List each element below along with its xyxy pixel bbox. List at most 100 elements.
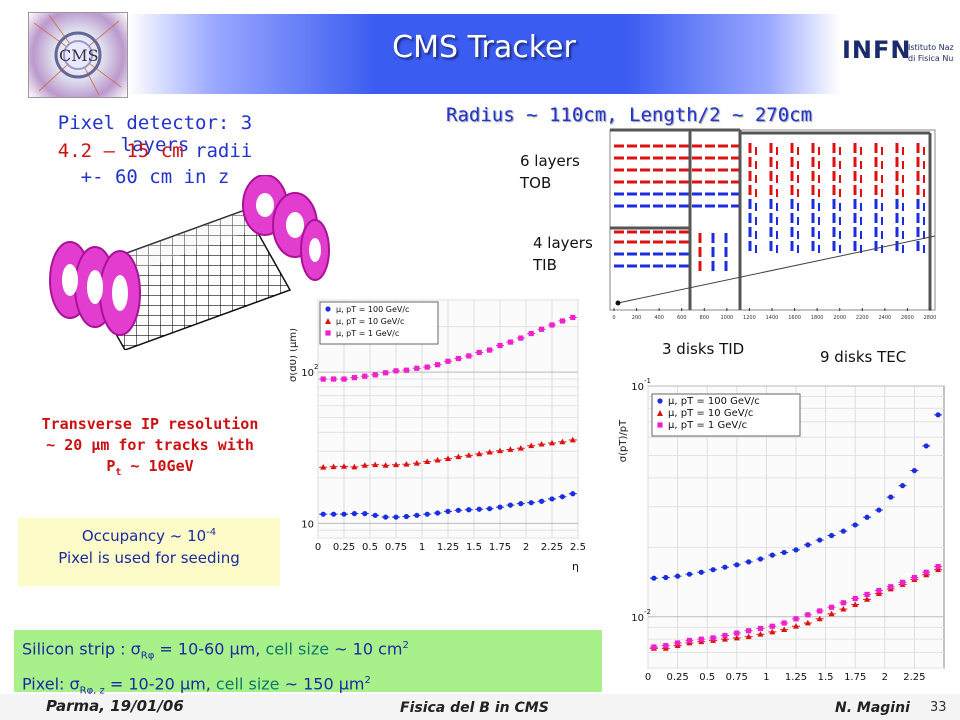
data-point (651, 575, 657, 581)
legend-label: μ, pT = 10 GeV/c (336, 317, 404, 326)
pixel-sigma: σ (69, 673, 80, 693)
y-axis-label: σ(d0) (μm) (290, 328, 299, 382)
data-point (781, 620, 787, 626)
data-point (435, 362, 441, 368)
data-point (455, 453, 462, 460)
x-tick-label: 0 (645, 672, 651, 683)
data-point (331, 511, 337, 517)
data-point (476, 506, 482, 512)
data-point (852, 601, 859, 607)
footer-date: Parma, 19/01/06 (46, 697, 184, 715)
y-tick-exponent: -2 (644, 608, 651, 616)
data-point (840, 528, 846, 534)
strip-cell-size: ~ 10 cm (329, 639, 403, 659)
tracker-tick-label: 2600 (901, 315, 914, 321)
strip-cell-size-label: cell size (265, 639, 330, 659)
data-point (559, 318, 565, 324)
data-point (351, 375, 357, 381)
data-point (517, 445, 524, 451)
data-point (393, 368, 399, 374)
x-axis-label: η (572, 560, 579, 573)
data-point (722, 564, 728, 570)
ip-line-1: Transverse IP resolution (41, 415, 259, 433)
data-point (320, 376, 326, 382)
pixel-label: Pixel: (22, 673, 70, 693)
chart-legend: μ, pT = 100 GeV/c μ, pT = 10 GeV/c μ, pT =… (319, 301, 439, 345)
y-tick-label: 10 (301, 519, 314, 530)
pixel-radii-value: 4.2 – 15 cm (57, 140, 184, 162)
data-point (403, 513, 409, 520)
data-point (383, 370, 389, 376)
data-point (852, 595, 858, 602)
silicon-strip-box: Silicon strip : σRφ = 10-60 μm, cell siz… (14, 630, 602, 696)
tracker-tick-label: 2000 (833, 315, 846, 321)
data-point (781, 549, 787, 556)
page-number: 33 (930, 700, 947, 715)
pixel-detector-drawing (49, 175, 330, 350)
data-point (875, 590, 882, 597)
data-point (435, 510, 441, 516)
cms-logo: CMS (28, 12, 128, 98)
data-point (403, 367, 409, 373)
data-point (341, 376, 347, 382)
y-tick-exponent: -1 (644, 378, 651, 385)
data-point (769, 552, 775, 558)
pixel-cell-size-label: cell size (215, 673, 280, 693)
data-point (864, 591, 870, 598)
data-point (361, 462, 368, 468)
data-point (804, 619, 811, 626)
data-point (710, 635, 716, 641)
tracker-tick-label: 1200 (743, 315, 756, 321)
data-point (455, 507, 461, 513)
cms-logo-text: CMS (59, 46, 99, 65)
y-tick-label: 10 (301, 368, 314, 379)
slide-title: CMS Tracker (392, 30, 576, 65)
pixel-cell-size: ~ 150 μm (279, 673, 365, 693)
data-point (757, 556, 764, 562)
y-tick-label: 10 (631, 613, 644, 624)
data-point (455, 355, 461, 362)
data-point (445, 358, 451, 364)
data-point (341, 463, 347, 469)
legend-label: μ, pT = 10 GeV/c (668, 408, 753, 419)
data-point (393, 514, 399, 520)
tib-label: 4 layers TIB (533, 232, 593, 276)
data-point (362, 511, 368, 517)
pixel-radii-line: 4.2 – 15 cm radii (20, 140, 290, 162)
data-point (757, 625, 764, 632)
data-point (828, 604, 835, 610)
data-point (805, 612, 811, 618)
x-tick-label: 2 (882, 672, 888, 683)
data-point (466, 507, 472, 513)
legend-box (651, 393, 801, 437)
data-point (424, 511, 430, 517)
data-point (876, 587, 882, 594)
data-point (476, 349, 482, 356)
data-point (518, 501, 524, 507)
data-point (414, 512, 420, 518)
tracker-tick-label: 1000 (720, 315, 733, 321)
tracker-layout-drawing: 0 200 400 600 800 1000 1200 1400 1600 1800 2000 220… (609, 128, 936, 321)
data-point (757, 631, 764, 637)
data-point (923, 443, 929, 449)
x-tick-label: 0 (315, 542, 321, 553)
tracker-layers-group (614, 143, 925, 271)
occupancy-line-1: Occupancy ~ 10-4 (18, 522, 280, 547)
data-point (497, 342, 503, 349)
data-point (486, 448, 493, 455)
data-point (559, 494, 565, 500)
data-point (911, 467, 917, 474)
data-point (805, 542, 811, 548)
data-point (528, 442, 535, 449)
data-point (698, 636, 704, 642)
data-point (828, 532, 835, 539)
strip-resolution: = 10-60 μm, (154, 639, 266, 659)
data-point (828, 610, 835, 617)
data-point (549, 496, 555, 502)
legend-box (319, 301, 439, 345)
tracker-tick-label: 1600 (788, 315, 801, 321)
data-point (686, 637, 693, 644)
data-point (507, 502, 513, 508)
data-point (383, 514, 389, 520)
data-point (445, 455, 451, 462)
